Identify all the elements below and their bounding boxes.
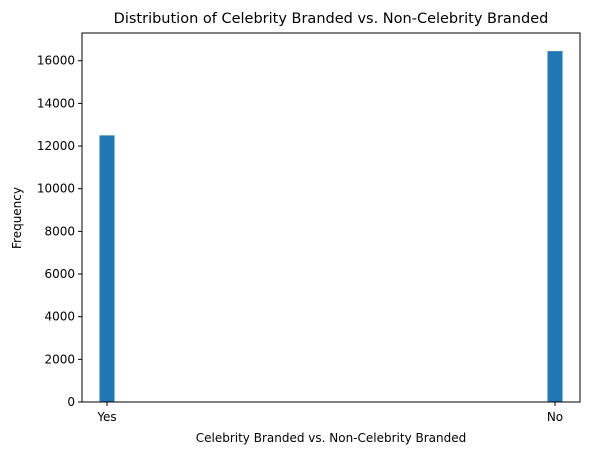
plot-frame: [81, 32, 581, 403]
y-tick-label: 0: [67, 395, 75, 409]
chart-title: Distribution of Celebrity Branded vs. No…: [114, 11, 549, 27]
x-tick-label-no: No: [547, 410, 563, 424]
x-axis-label: Celebrity Branded vs. Non-Celebrity Bran…: [196, 431, 467, 445]
y-tick-label: 16000: [37, 54, 75, 68]
y-axis-label: Frequency: [10, 187, 24, 249]
x-tick-label-yes: Yes: [96, 410, 116, 424]
bar-yes: [99, 135, 115, 402]
y-tick-label: 10000: [37, 182, 75, 196]
y-tick-label: 8000: [44, 224, 75, 238]
y-tick-label: 12000: [37, 139, 75, 153]
y-tick-label: 4000: [44, 310, 75, 324]
y-tick-label: 6000: [44, 267, 75, 281]
y-tick-label: 2000: [44, 352, 75, 366]
y-tick-label: 14000: [37, 96, 75, 110]
bar-no: [547, 51, 563, 402]
